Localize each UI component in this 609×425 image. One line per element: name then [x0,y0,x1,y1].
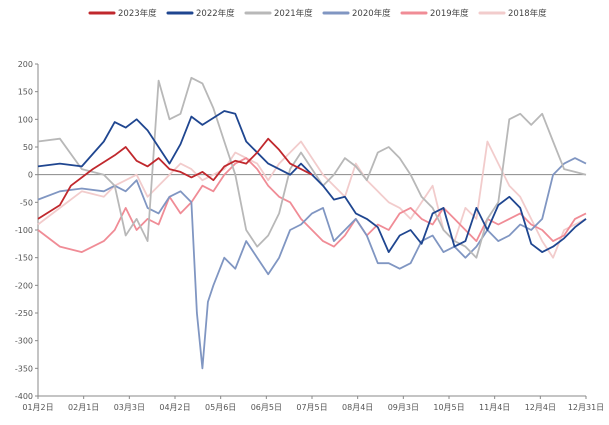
y-tick-label: -150 [15,254,33,263]
series-line-2019年度 [37,157,587,253]
y-tick-label: -50 [20,198,33,207]
x-tick-label: 05月6日 [205,403,236,412]
y-tick-label: -300 [15,337,33,346]
x-tick-label: 10月5日 [433,403,464,412]
y-tick-label: -350 [15,364,33,373]
y-tick-label: -250 [15,309,33,318]
series-line-2021年度 [37,76,587,259]
x-tick-label: 06月5日 [251,403,282,412]
x-tick-label: 08月4日 [342,403,373,412]
y-tick-label: 200 [18,60,33,69]
y-tick-label: -100 [15,226,33,235]
series-line-2020年度 [37,157,587,370]
y-tick-label: 50 [23,143,33,152]
y-tick-label: -200 [15,281,33,290]
y-tick-label: 0 [28,171,33,180]
legend-label: 2020年度 [352,8,391,19]
series-line-2022年度 [37,110,587,253]
x-tick-label: 09月3日 [388,403,419,412]
legend-label: 2021年度 [274,8,313,19]
x-tick-label: 11月4日 [479,403,510,412]
x-tick-label: 01月2日 [22,403,53,412]
y-tick-label: 100 [18,115,33,124]
legend-label: 2022年度 [196,8,235,19]
y-tick-label: -400 [15,392,33,401]
y-tick-label: 150 [18,88,33,97]
legend-label: 2023年度 [118,8,157,19]
y-axis: 200 150 100 50 0 -50 -100 -150 -200 -250 -300 -350 -… [15,60,39,401]
x-tick-label: 07月5日 [296,403,327,412]
legend-label: 2019年度 [430,8,469,19]
x-axis: 01月2日 02月1日 03月3日 04月2日 05月6日 06月5日 07月5日 08月4日… [22,174,604,412]
x-tick-label: 02月1日 [68,403,99,412]
x-tick-label: 12月4日 [525,403,556,412]
series-layer [37,76,587,370]
x-tick-label: 03月3日 [114,403,145,412]
legend: 2023年度 2022年度 2021年度 2020年度 2019年度 2018年度 [88,8,547,19]
x-tick-label: 04月2日 [159,403,190,412]
x-tick-label: 12月31日 [568,403,604,412]
series-line-2023年度 [37,137,313,220]
legend-label: 2018年度 [508,8,547,19]
